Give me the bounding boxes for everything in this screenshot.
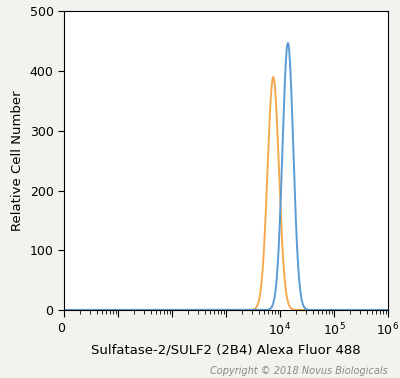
- X-axis label: Sulfatase-2/SULF2 (2B4) Alexa Fluor 488: Sulfatase-2/SULF2 (2B4) Alexa Fluor 488: [91, 344, 361, 357]
- Text: Copyright © 2018 Novus Biologicals: Copyright © 2018 Novus Biologicals: [210, 366, 388, 376]
- Y-axis label: Relative Cell Number: Relative Cell Number: [11, 90, 24, 231]
- Text: 0: 0: [57, 322, 65, 335]
